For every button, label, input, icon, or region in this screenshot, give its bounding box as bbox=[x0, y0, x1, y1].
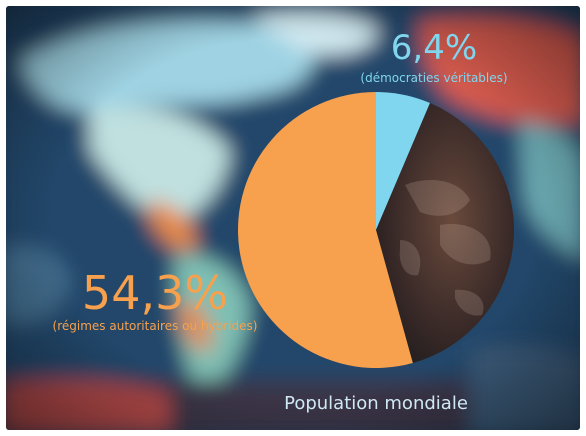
pie-slice-dark bbox=[376, 103, 514, 363]
pie-slices bbox=[237, 92, 514, 368]
slice-label-democraties: (démocraties véritables) bbox=[360, 71, 507, 85]
chart-title: Population mondiale bbox=[284, 393, 468, 414]
slice-percent-autoritaires: 54,3% bbox=[82, 266, 228, 320]
slice-percent-democraties: 6,4% bbox=[391, 28, 477, 68]
slice-label-autoritaires: (régimes autoritaires ou hybrides) bbox=[53, 319, 258, 333]
world-map-texture bbox=[399, 180, 491, 316]
chart-labels: 6,4% (démocraties véritables) 54,3% (rég… bbox=[53, 28, 508, 414]
pie-slice-autoritaires bbox=[237, 92, 413, 368]
pie-slice-democraties bbox=[376, 92, 431, 230]
